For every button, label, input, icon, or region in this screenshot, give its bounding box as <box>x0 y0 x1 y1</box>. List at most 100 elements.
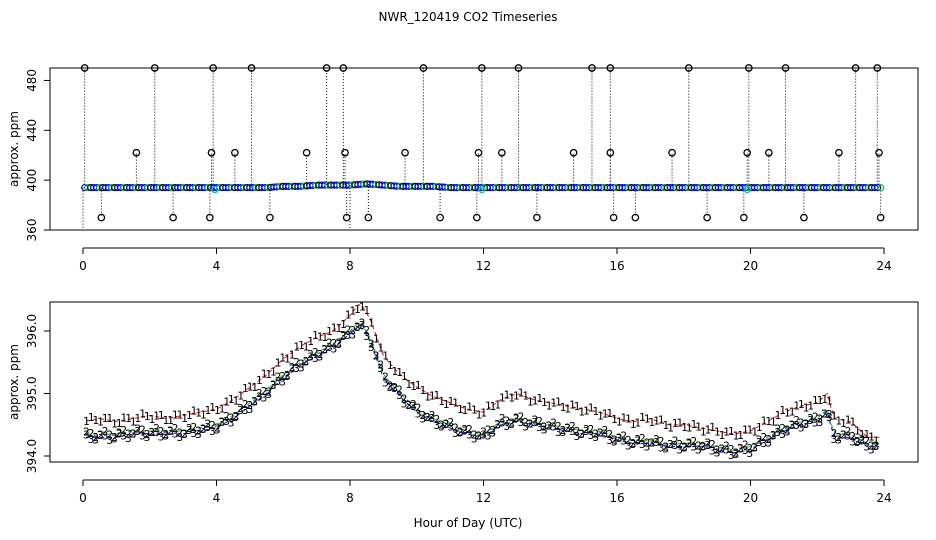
series-1-point: 1 <box>219 403 226 416</box>
series-1-point: 1 <box>508 392 515 405</box>
series-3-point: 3 <box>588 429 595 442</box>
dip-point <box>169 213 177 222</box>
series-2-point: 2 <box>303 355 310 368</box>
series-1-point: 1 <box>859 428 866 441</box>
series-3-point: 3 <box>690 440 697 453</box>
spike-point <box>419 64 428 72</box>
series-1-point: 1 <box>476 408 483 421</box>
series-1-point: 1 <box>134 412 141 425</box>
series-2-point: 2 <box>158 425 165 438</box>
series-3-point: 3 <box>775 426 782 439</box>
x-tick-label: 0 <box>79 491 87 505</box>
series-3-point: 3 <box>704 439 711 452</box>
series-1-point: 1 <box>574 400 581 413</box>
series-2-point: 2 <box>340 329 347 342</box>
series-2-point: 2 <box>648 437 655 450</box>
series-3-point: 3 <box>658 441 665 454</box>
series-2-point: 2 <box>840 428 847 441</box>
series-2-point: 2 <box>695 439 702 452</box>
spike-point <box>744 64 753 72</box>
spike-point <box>588 64 596 72</box>
series-3-point: 3 <box>490 427 497 440</box>
series-2-point: 2 <box>144 428 151 441</box>
series-1-point: 1 <box>205 404 212 417</box>
series-2-point: 2 <box>873 440 880 453</box>
series-3-point: 3 <box>508 418 515 431</box>
series-2-point: 2 <box>279 370 286 383</box>
series-1-point: 1 <box>616 415 623 428</box>
series-3-point: 3 <box>504 420 511 433</box>
series-1-point: 1 <box>359 301 366 314</box>
series-3-point: 3 <box>275 375 282 388</box>
series-3-point: 3 <box>186 424 193 437</box>
series-3-point: 3 <box>396 389 403 402</box>
series-1-point: 1 <box>779 404 786 417</box>
series-3-point: 3 <box>835 433 842 446</box>
series-3-point: 3 <box>527 418 534 431</box>
series-3-point: 3 <box>242 404 249 417</box>
series-1-point: 1 <box>564 402 571 415</box>
series-3-point: 3 <box>326 341 333 354</box>
spike-point <box>209 64 218 72</box>
series-1-point: 1 <box>88 411 95 424</box>
series-3-point: 3 <box>438 421 445 434</box>
series-1-point: 1 <box>167 414 174 427</box>
series-1-point: 1 <box>289 348 296 361</box>
series-2-point: 2 <box>737 442 744 455</box>
series-3-point: 3 <box>223 415 230 428</box>
series-3-point: 3 <box>317 351 324 364</box>
series-1-point: 1 <box>560 401 567 414</box>
series-2-point: 2 <box>513 412 520 425</box>
series-1-point: 1 <box>466 401 473 414</box>
series-3-point: 3 <box>494 419 501 432</box>
series-2-point: 2 <box>134 423 141 436</box>
series-3-line <box>86 325 880 454</box>
series-2-point: 2 <box>139 423 146 436</box>
x-tick-label: 24 <box>876 491 891 505</box>
series-3-point: 3 <box>854 436 861 449</box>
series-3-point: 3 <box>817 416 824 429</box>
series-2-point: 2 <box>714 443 721 456</box>
series-3-point: 3 <box>424 411 431 424</box>
spike-point <box>851 64 860 72</box>
series-3-point: 3 <box>863 440 870 453</box>
series-1-point: 1 <box>92 414 99 427</box>
series-2-point: 2 <box>653 433 660 446</box>
series-1-point: 1 <box>321 331 328 344</box>
spike-point <box>150 64 159 72</box>
series-2-point: 2 <box>602 424 609 437</box>
series-3-point: 3 <box>798 422 805 435</box>
series-1-point: 1 <box>415 379 422 392</box>
series-2-point: 2 <box>532 414 539 427</box>
series-3-point: 3 <box>756 436 763 449</box>
series-1-point: 1 <box>340 318 347 331</box>
dip-point <box>800 213 808 222</box>
top-y-axis-label: approx. ppm <box>7 111 21 187</box>
x-tick-label: 20 <box>743 491 758 505</box>
series-2-point: 2 <box>396 384 403 397</box>
series-2-point: 2 <box>522 416 529 429</box>
series-1-point: 1 <box>209 401 216 414</box>
series-3-point: 3 <box>251 395 258 408</box>
series-2-point: 2 <box>676 438 683 451</box>
series-2-point: 2 <box>130 427 137 440</box>
series-2-point: 2 <box>452 421 459 434</box>
series-2-point: 2 <box>770 429 777 442</box>
baseline-point <box>874 184 882 192</box>
series-3-point: 3 <box>391 382 398 395</box>
series-3-point: 3 <box>518 416 525 429</box>
series-3-point: 3 <box>345 329 352 342</box>
x-tick-label: 12 <box>476 491 491 505</box>
top-x-axis: 0 4 8 12 16 20 24 <box>79 247 892 273</box>
series-2-point: 2 <box>798 417 805 430</box>
series-2-point: 2 <box>457 425 464 438</box>
series-1-point: 1 <box>751 426 758 439</box>
series-3-point: 3 <box>363 330 370 343</box>
series-2-point: 2 <box>97 429 104 442</box>
mid-spike-point <box>765 148 773 157</box>
series-3-point: 3 <box>401 397 408 410</box>
series-1-point: 1 <box>588 401 595 414</box>
series-1-point: 1 <box>405 378 412 391</box>
series-1-point: 1 <box>382 349 389 362</box>
series-1-line <box>86 303 880 438</box>
